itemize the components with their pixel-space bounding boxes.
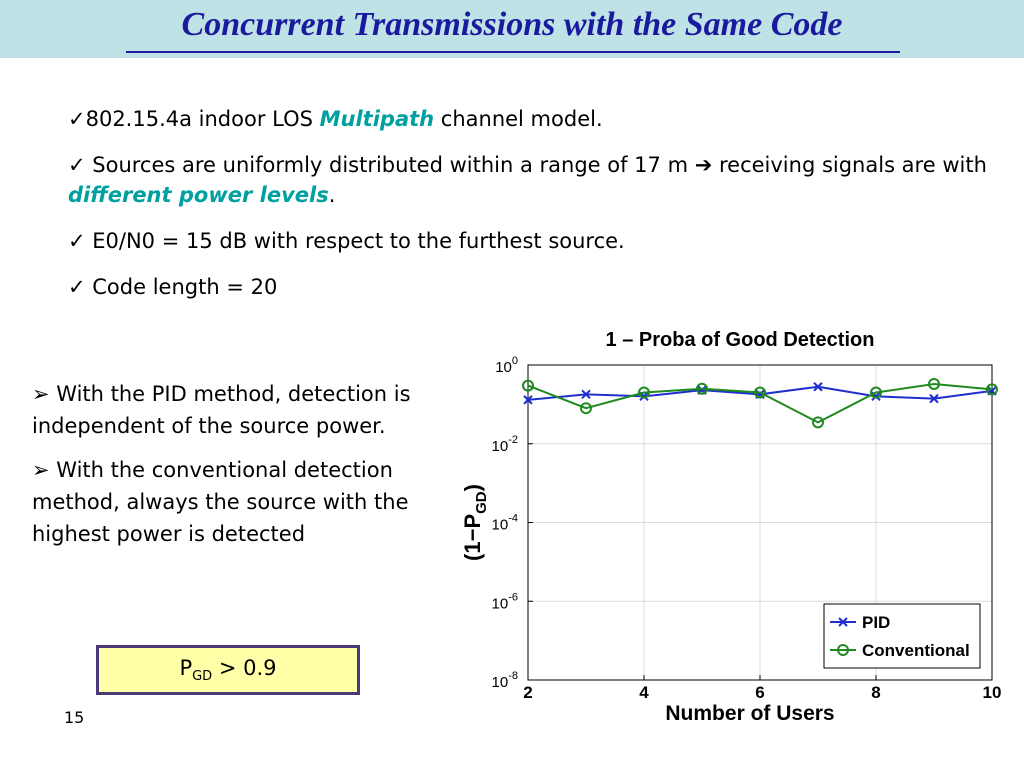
y-tick-label: 10-2 bbox=[492, 434, 518, 455]
bullet-text: . bbox=[328, 183, 336, 207]
data-point-conventional bbox=[580, 402, 592, 415]
bullet-pid: ➢ With the PID method, detection is inde… bbox=[32, 382, 411, 438]
x-tick-label: 8 bbox=[871, 683, 880, 702]
legend-marker-conventional bbox=[837, 644, 849, 656]
x-tick-label: 10 bbox=[983, 683, 1002, 702]
highlight-multipath: Multipath bbox=[319, 107, 435, 131]
data-point-conventional bbox=[638, 386, 650, 399]
bullet-text: ✓ Sources are uniformly distributed with… bbox=[68, 153, 987, 177]
chart-title: 1 – Proba of Good Detection bbox=[606, 329, 875, 351]
legend-label-pid: PID bbox=[862, 613, 890, 632]
highlight-power-levels: different power levels bbox=[68, 183, 329, 207]
formula-sub: GD bbox=[192, 669, 213, 685]
data-point-conventional bbox=[522, 379, 534, 392]
x-tick-label: 2 bbox=[523, 683, 532, 702]
bullet-channel-model: ✓802.15.4a indoor LOS Multipath channel … bbox=[68, 104, 603, 134]
data-point-conventional bbox=[928, 377, 940, 390]
bullet-text: channel model. bbox=[434, 107, 603, 131]
data-point-conventional bbox=[986, 383, 998, 396]
x-axis-label: Number of Users bbox=[665, 702, 834, 720]
data-point-pid bbox=[929, 393, 939, 404]
series-line-conventional bbox=[527, 382, 993, 424]
legend-box bbox=[823, 603, 981, 669]
data-point-conventional bbox=[754, 386, 766, 399]
left-bullets: ➢ With the PID method, detection is inde… bbox=[32, 378, 432, 562]
data-point-conventional bbox=[696, 382, 708, 395]
chart-svg: 2 4 6 8 10 100 10-2 10-4 10-6 10-8 1 – Proba of Go… bbox=[460, 329, 1002, 725]
bullet-conventional: ➢ With the conventional detection method… bbox=[32, 458, 409, 546]
bullet-e0n0: ✓ E0/N0 = 15 dB with respect to the furt… bbox=[68, 226, 625, 256]
legend-marker-pid bbox=[838, 617, 848, 627]
title-bar bbox=[0, 0, 1024, 58]
y-axis-label: (1−PGD) bbox=[460, 484, 490, 561]
formula-box: PGD > 0.9 bbox=[96, 645, 360, 695]
formula-rest: > 0.9 bbox=[212, 656, 277, 680]
legend-label-conventional: Conventional bbox=[862, 641, 970, 660]
data-point-conventional bbox=[870, 386, 882, 399]
x-tick-label: 6 bbox=[755, 683, 764, 702]
y-tick-label: 10-8 bbox=[492, 670, 518, 691]
page-number: 15 bbox=[64, 708, 85, 727]
y-tick-label: 10-4 bbox=[492, 513, 518, 534]
bullet-text: ✓ Code length = 20 bbox=[68, 275, 278, 299]
data-point-pid bbox=[581, 389, 591, 400]
chart: 2 4 6 8 10 100 10-2 10-4 10-6 10-8 1 – Proba of Go… bbox=[440, 320, 1024, 725]
data-point-pid bbox=[523, 395, 533, 405]
formula-p: P bbox=[179, 656, 193, 680]
bullet-text: ✓ E0/N0 = 15 dB with respect to the furt… bbox=[68, 229, 625, 253]
data-point-conventional bbox=[812, 416, 824, 429]
bullet-sources: ✓ Sources are uniformly distributed with… bbox=[68, 150, 1018, 210]
bullet-text: ✓802.15.4a indoor LOS bbox=[68, 107, 320, 131]
slide-title: Concurrent Transmissions with the Same C… bbox=[181, 6, 843, 43]
title-underline bbox=[126, 51, 900, 53]
y-tick-label: 100 bbox=[495, 355, 518, 376]
bullet-code-length: ✓ Code length = 20 bbox=[68, 272, 277, 302]
x-tick-label: 4 bbox=[639, 683, 649, 702]
data-point-pid bbox=[813, 382, 823, 392]
y-tick-label: 10-6 bbox=[492, 591, 518, 612]
